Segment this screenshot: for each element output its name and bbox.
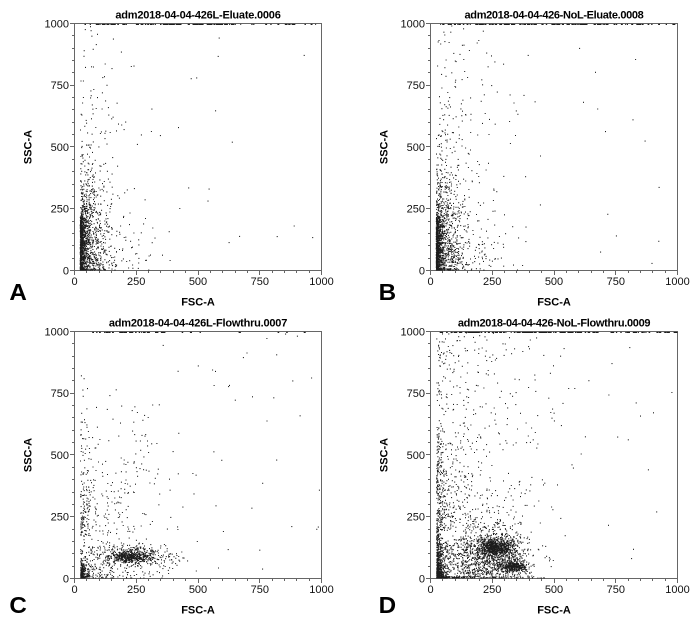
svg-text:adm2018-04-04-426L-Flowthru.00: adm2018-04-04-426L-Flowthru.0007 [109, 318, 287, 330]
svg-text:1000: 1000 [309, 276, 333, 288]
svg-text:1000: 1000 [401, 326, 425, 338]
svg-text:SSC-A: SSC-A [379, 438, 391, 472]
svg-text:D: D [379, 592, 397, 618]
svg-text:500: 500 [51, 142, 69, 154]
svg-text:0: 0 [419, 265, 425, 277]
svg-text:0: 0 [427, 584, 433, 596]
svg-text:A: A [9, 279, 27, 305]
svg-text:1000: 1000 [401, 18, 425, 30]
svg-text:1000: 1000 [309, 584, 333, 596]
svg-text:750: 750 [607, 276, 625, 288]
svg-text:750: 750 [251, 584, 269, 596]
svg-text:SSC-A: SSC-A [22, 130, 34, 164]
svg-text:250: 250 [51, 512, 69, 524]
svg-text:750: 750 [407, 80, 425, 92]
svg-text:1000: 1000 [665, 276, 689, 288]
svg-text:FSC-A: FSC-A [181, 605, 215, 617]
svg-text:250: 250 [51, 204, 69, 216]
svg-text:250: 250 [127, 584, 145, 596]
svg-text:1000: 1000 [665, 584, 689, 596]
svg-text:1000: 1000 [45, 18, 69, 30]
svg-text:C: C [9, 592, 27, 618]
svg-text:500: 500 [51, 450, 69, 462]
svg-text:500: 500 [407, 450, 425, 462]
svg-text:FSC-A: FSC-A [537, 605, 571, 617]
svg-text:0: 0 [71, 584, 77, 596]
svg-text:250: 250 [407, 204, 425, 216]
svg-text:B: B [379, 279, 397, 305]
svg-text:500: 500 [189, 584, 207, 596]
svg-text:0: 0 [63, 573, 69, 585]
svg-text:250: 250 [127, 276, 145, 288]
svg-text:250: 250 [483, 584, 501, 596]
svg-text:250: 250 [407, 512, 425, 524]
svg-text:adm2018-04-04-426-NoL-Flowthru: adm2018-04-04-426-NoL-Flowthru.0009 [458, 318, 651, 330]
svg-text:FSC-A: FSC-A [537, 297, 571, 309]
svg-text:500: 500 [407, 142, 425, 154]
svg-text:adm2018-04-04-426L-Eluate.0006: adm2018-04-04-426L-Eluate.0006 [115, 10, 280, 22]
svg-text:250: 250 [483, 276, 501, 288]
svg-text:0: 0 [427, 276, 433, 288]
svg-text:0: 0 [71, 276, 77, 288]
svg-text:750: 750 [51, 80, 69, 92]
svg-text:0: 0 [419, 573, 425, 585]
svg-text:adm2018-04-04-426-NoL-Eluate.0: adm2018-04-04-426-NoL-Eluate.0008 [465, 10, 644, 22]
svg-text:500: 500 [189, 276, 207, 288]
svg-text:750: 750 [407, 388, 425, 400]
svg-text:500: 500 [545, 584, 563, 596]
svg-text:1000: 1000 [45, 326, 69, 338]
svg-text:SSC-A: SSC-A [22, 438, 34, 472]
svg-text:750: 750 [251, 276, 269, 288]
svg-text:750: 750 [607, 584, 625, 596]
svg-text:500: 500 [545, 276, 563, 288]
svg-text:SSC-A: SSC-A [379, 130, 391, 164]
svg-text:750: 750 [51, 388, 69, 400]
svg-text:0: 0 [63, 265, 69, 277]
svg-text:FSC-A: FSC-A [181, 297, 215, 309]
